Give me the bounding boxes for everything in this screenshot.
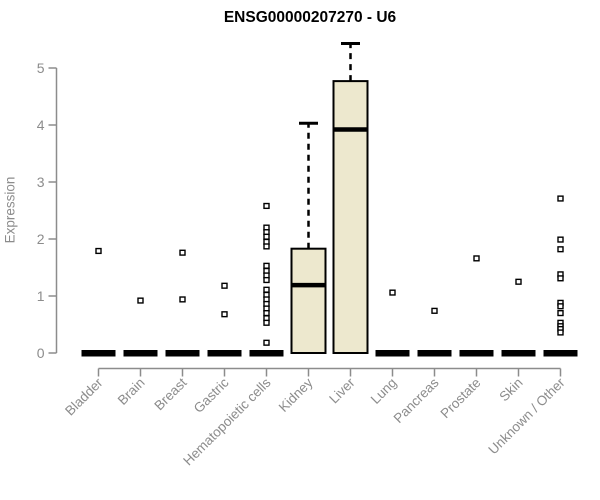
category-label: Liver [326,375,358,407]
outlier-point [515,278,522,285]
outlier-point [557,195,564,202]
outlier-point [263,339,270,346]
y-tick-label: 4 [37,117,45,133]
chart-title: ENSG00000207270 - U6 [223,9,397,26]
outlier-point [557,329,564,336]
outlier-point [557,310,564,317]
outlier-point [179,296,186,303]
outlier-point [263,310,270,317]
outlier-point [221,311,228,318]
outlier-point [95,247,102,255]
box [332,80,369,355]
collapsed-box [501,350,536,357]
collapsed-box [165,350,200,357]
outlier-point [179,249,186,256]
outlier-point [557,236,564,243]
outlier-point [263,243,270,250]
category-label: Prostate [437,375,483,421]
collapsed-box [249,350,284,357]
collapsed-box [207,350,242,357]
category-label: Kidney [276,375,316,415]
outlier-point [263,319,270,326]
collapsed-box [417,350,452,357]
outlier-point [557,303,564,310]
y-tick-label: 0 [37,345,45,361]
outlier-point [263,202,270,210]
category-label: Unknown / Other [485,375,568,458]
collapsed-box [123,350,158,357]
outlier-point [557,246,564,253]
outlier-point [263,233,270,240]
outlier-point [473,255,480,262]
outlier-point [263,286,270,293]
y-tick-label: 5 [37,60,45,76]
collapsed-box [543,350,578,357]
outlier-point [263,276,270,284]
category-label: Skin [496,375,525,404]
category-label: Breast [151,375,189,413]
box [290,247,327,354]
collapsed-box [459,350,494,357]
category-label: Brain [115,375,148,408]
y-tick-label: 3 [37,174,45,190]
category-label: Gastric [191,375,232,416]
outlier-point [557,275,564,282]
outlier-point [431,307,438,314]
outlier-point [389,289,396,296]
category-label: Lung [368,375,400,407]
outlier-point [263,262,270,269]
outlier-point [137,297,144,304]
collapsed-box [81,350,116,357]
collapsed-box [375,350,410,357]
category-label: Bladder [62,375,106,419]
y-tick-label: 2 [37,231,45,247]
y-tick-label: 1 [37,288,45,304]
category-label: Pancreas [391,375,442,426]
outlier-point [221,282,228,289]
